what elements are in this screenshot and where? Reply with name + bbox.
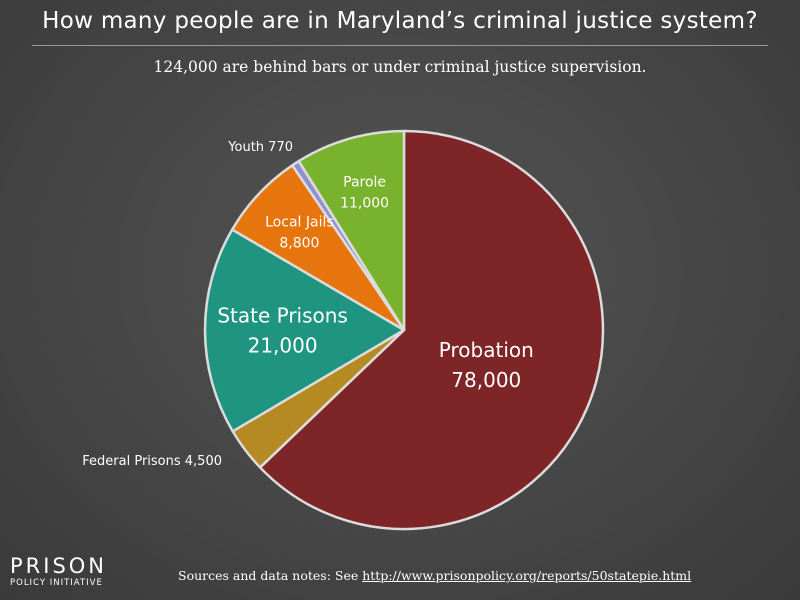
pie-slices (203, 129, 605, 531)
pie-label-probation: Probation 78,000 (439, 338, 534, 392)
pie-label-state-prisons: State Prisons 21,000 (217, 303, 348, 357)
title-divider (32, 45, 768, 46)
chart-subtitle: 124,000 are behind bars or under crimina… (153, 58, 647, 76)
logo-top-text: PRISON (10, 554, 108, 578)
sources-link[interactable]: http://www.prisonpolicy.org/reports/50st… (362, 568, 692, 583)
prison-policy-initiative-logo: PRISON POLICY INITIATIVE (10, 555, 120, 589)
chart-title: How many people are in Maryland’s crimin… (42, 8, 758, 34)
sources-prefix: Sources and data notes: See (178, 568, 363, 583)
pie-label-name: Probation (439, 338, 534, 362)
pie-label-value: 78,000 (451, 368, 521, 392)
pie-label-federal-prisons: Federal Prisons 4,500 (82, 454, 222, 469)
pie-slice-probation (258, 129, 605, 531)
pie-label-local-jails: Local Jails 8,800 (265, 215, 334, 252)
sources-note: Sources and data notes: See http://www.p… (178, 568, 691, 583)
pie-labels: Probation 78,000 Federal Prisons 4,500 Stat… (82, 140, 534, 469)
pie-label-parole: Parole 11,000 (340, 175, 389, 212)
pie-label-youth: Youth 770 (227, 140, 293, 155)
pie-slice-state-prisons (203, 228, 406, 433)
pie-label-name: Local Jails (265, 215, 334, 231)
pie-label-name: Parole (343, 175, 386, 191)
pie-label-value: 11,000 (340, 196, 389, 212)
pie-slice-parole (297, 129, 406, 332)
pie-label-name: State Prisons (217, 303, 348, 327)
logo-bottom-text: POLICY INITIATIVE (10, 578, 103, 588)
pie-label-value: 21,000 (248, 333, 318, 357)
pie-label-value: 8,800 (279, 236, 319, 252)
